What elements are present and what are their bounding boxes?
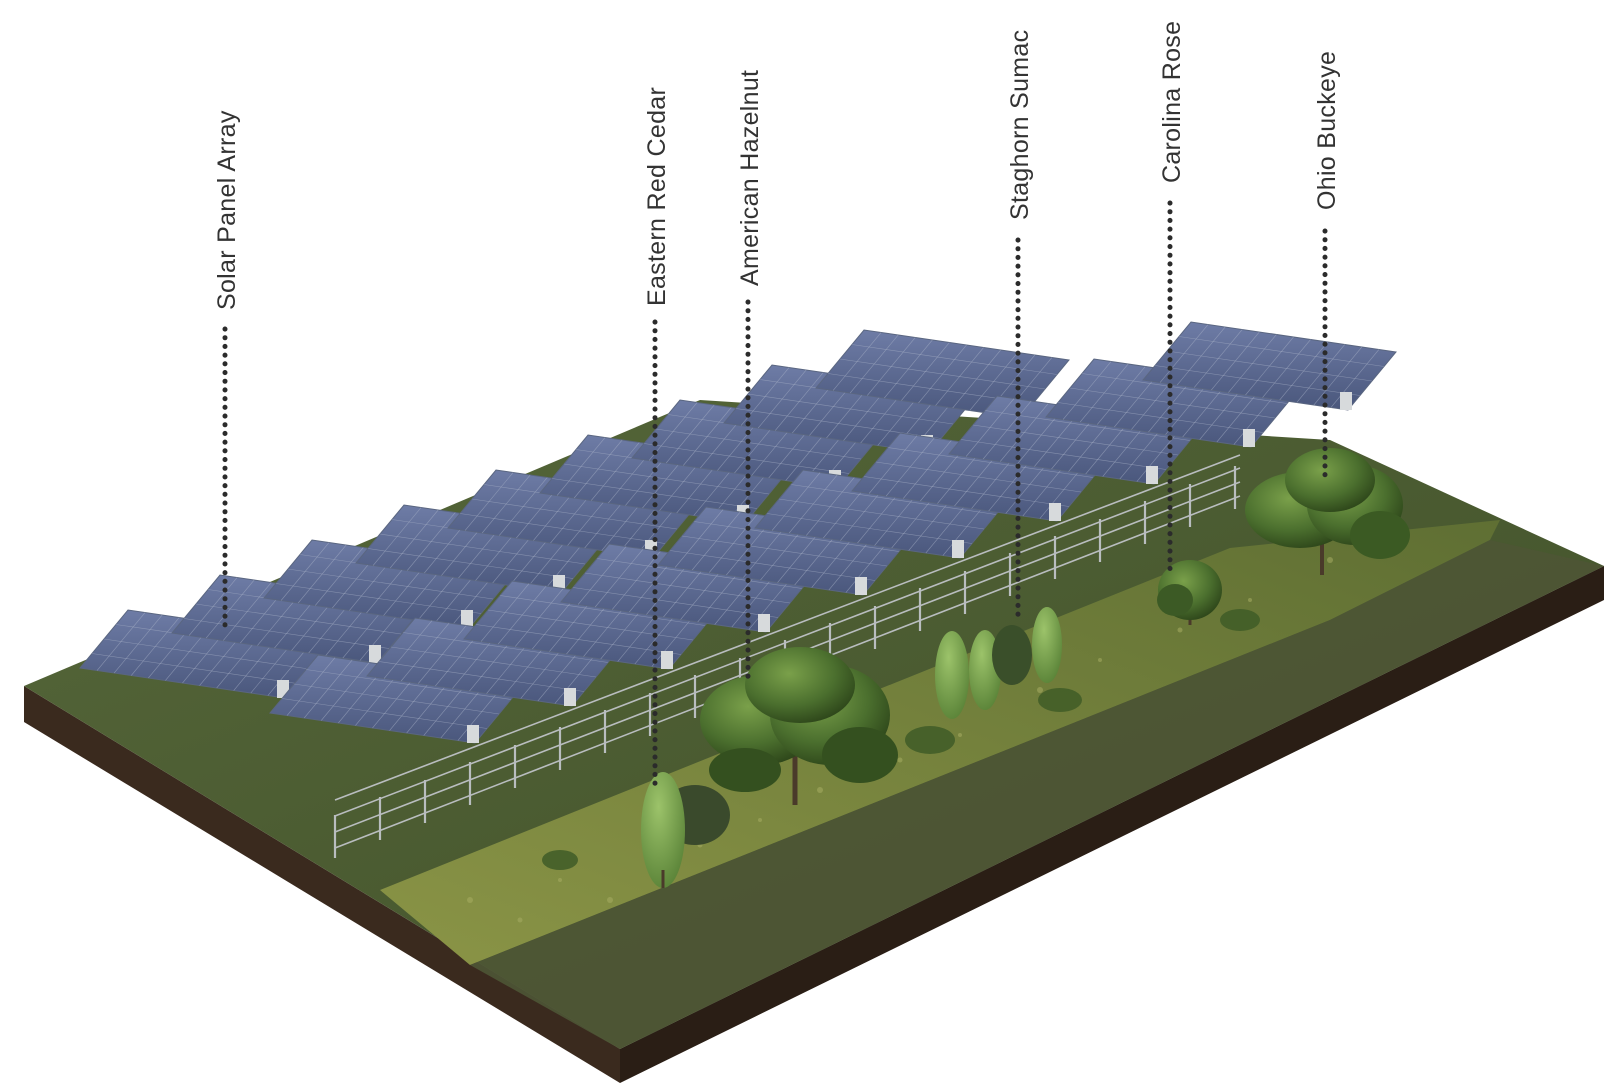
inverter-box bbox=[1146, 466, 1158, 484]
inverter-box bbox=[564, 688, 576, 706]
panel-cell-line bbox=[839, 358, 1046, 390]
label-carolina-rose: Carolina Rose bbox=[1158, 21, 1186, 183]
inverter-box bbox=[952, 540, 964, 558]
eastern-red-cedar-tree bbox=[641, 772, 730, 888]
panel-cell-line bbox=[766, 513, 973, 544]
panel-cell-line bbox=[972, 424, 1179, 456]
panel-cell-line bbox=[693, 521, 900, 552]
panel-cell-line bbox=[402, 632, 609, 663]
inverter-box bbox=[369, 645, 381, 663]
mown-path bbox=[470, 540, 1604, 1049]
panel-cell-line bbox=[778, 498, 985, 530]
carolina-rose-shrub bbox=[1157, 560, 1222, 625]
panel-cell-line bbox=[863, 476, 1070, 507]
panel-cell-line bbox=[790, 484, 997, 515]
panel-cell-line bbox=[367, 548, 574, 579]
label-solar-panel-array: Solar Panel Array bbox=[213, 110, 241, 310]
panel-cell-line bbox=[669, 550, 876, 581]
inverter-box bbox=[1049, 503, 1061, 521]
label-american-hazelnut: American Hazelnut bbox=[736, 70, 764, 286]
inverter-box bbox=[661, 651, 673, 669]
panel-cell-line bbox=[459, 513, 666, 544]
panel-cell-line bbox=[378, 661, 585, 692]
panel-cell-line bbox=[281, 698, 488, 729]
american-hazelnut-tree bbox=[700, 647, 898, 805]
staghorn-sumac-cluster bbox=[935, 607, 1062, 719]
panel-cell-line bbox=[1057, 402, 1264, 433]
panel-cell-line bbox=[1081, 373, 1288, 404]
panel-cell-line bbox=[379, 533, 586, 565]
panel-cell-line bbox=[887, 447, 1094, 478]
panel-cell-line bbox=[1069, 387, 1276, 419]
panel-cell-line bbox=[471, 498, 678, 530]
label-ohio-buckeye: Ohio Buckeye bbox=[1313, 51, 1341, 210]
panel-cell-line bbox=[655, 428, 862, 460]
panel-cell-line bbox=[681, 535, 888, 567]
panel-cell-line bbox=[287, 568, 494, 600]
panel-cell-line bbox=[1166, 350, 1373, 382]
panel-cell-line bbox=[390, 646, 597, 678]
panel-cell-line bbox=[851, 344, 1058, 375]
leader-lines bbox=[222, 200, 1328, 793]
panel-cell-line bbox=[305, 669, 512, 700]
panel-cell-line bbox=[487, 609, 694, 641]
panel-cell-line bbox=[475, 624, 682, 655]
panel-cell-line bbox=[103, 638, 310, 670]
callout-labels: Solar Panel Array Eastern Red Cedar Amer… bbox=[213, 21, 1341, 310]
panel-cell-line bbox=[875, 461, 1082, 493]
panel-cell-line bbox=[596, 558, 803, 589]
panel-cell-line bbox=[584, 572, 791, 604]
ground-side-front bbox=[24, 686, 620, 1083]
panel-cell-line bbox=[499, 595, 706, 626]
panel-cell-line bbox=[183, 618, 390, 649]
ground-side-right bbox=[620, 566, 1604, 1083]
inverter-box bbox=[758, 614, 770, 632]
panel-cell-line bbox=[572, 587, 779, 618]
ohio-buckeye-tree bbox=[1245, 448, 1410, 575]
panel-cell-line bbox=[293, 683, 500, 715]
solar-panel-array bbox=[79, 321, 1397, 744]
vegetation bbox=[542, 448, 1410, 888]
panel-cell-line bbox=[1178, 336, 1385, 367]
inverter-box bbox=[467, 725, 479, 743]
perimeter-fence bbox=[333, 454, 1241, 858]
panel-cell-line bbox=[960, 439, 1167, 470]
inverter-box bbox=[855, 577, 867, 595]
inverter-box bbox=[461, 610, 473, 628]
label-eastern-red-cedar: Eastern Red Cedar bbox=[643, 87, 671, 306]
panel-cell-line bbox=[195, 603, 402, 635]
low-shrubs bbox=[542, 609, 1260, 870]
panel-cell-line bbox=[275, 583, 482, 614]
label-staghorn-sumac: Staghorn Sumac bbox=[1006, 30, 1034, 220]
panel-cell-line bbox=[551, 478, 758, 509]
panel-cell-line bbox=[1154, 365, 1361, 396]
panel-cell-line bbox=[747, 393, 954, 425]
panel-cell-line bbox=[563, 463, 770, 495]
inverter-box bbox=[1243, 429, 1255, 447]
panel-cell-line bbox=[91, 653, 298, 684]
inverter-box bbox=[1340, 392, 1352, 410]
